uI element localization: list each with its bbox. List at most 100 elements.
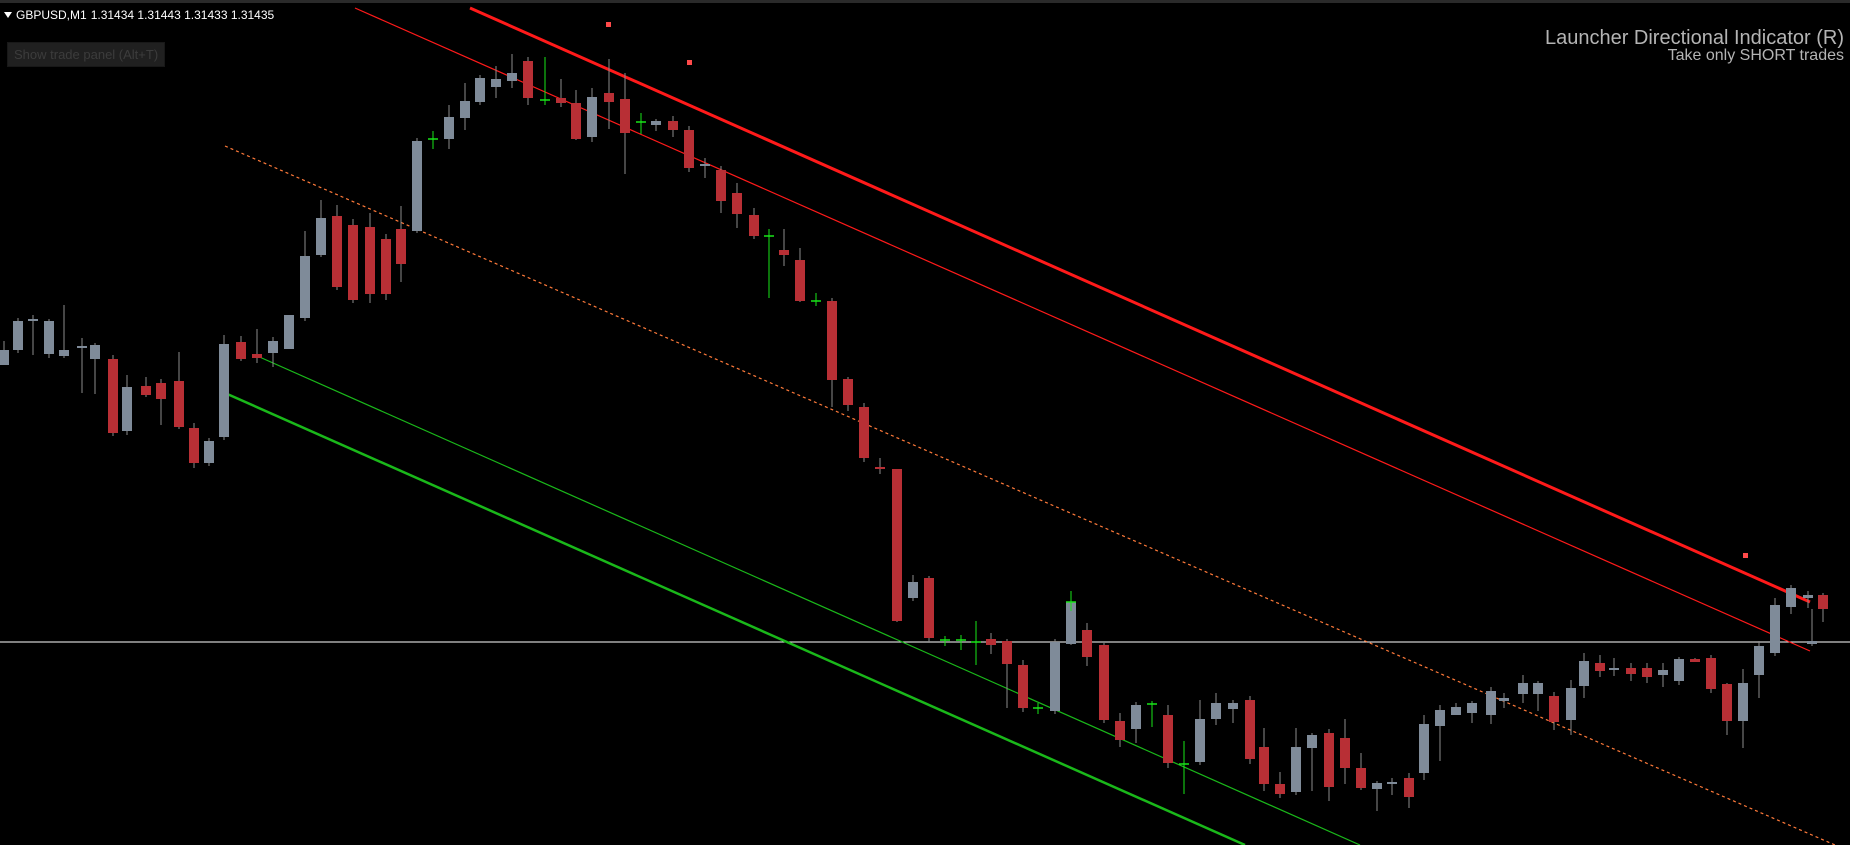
show-trade-panel-button[interactable]: Show trade panel (Alt+T)	[7, 42, 166, 67]
ohlc-prices: 1.31434 1.31443 1.31433 1.31435	[90, 8, 275, 22]
candle	[1738, 669, 1748, 748]
candle-body	[523, 61, 533, 98]
candle-body	[684, 130, 694, 168]
candle-body	[1275, 784, 1285, 794]
candle	[749, 208, 759, 239]
candle	[1754, 641, 1764, 698]
candle-body	[1050, 642, 1060, 711]
candle	[316, 200, 326, 257]
candle	[1642, 663, 1652, 683]
candle-body	[28, 319, 38, 321]
candle-body	[475, 78, 485, 102]
candle-body	[59, 350, 69, 356]
candle	[1387, 778, 1397, 795]
signal-marker	[606, 22, 611, 27]
candle	[1566, 680, 1576, 735]
candle-body	[460, 101, 470, 118]
candle	[1307, 733, 1317, 791]
candle-body	[1786, 588, 1796, 607]
candle-body	[1163, 715, 1173, 763]
candle	[1115, 713, 1125, 747]
candle	[1419, 715, 1429, 780]
candle	[122, 375, 132, 435]
candle-body	[236, 342, 246, 359]
candle	[1807, 609, 1817, 646]
candle	[892, 469, 902, 622]
candle-body	[300, 256, 310, 318]
candle-body	[1722, 684, 1732, 721]
candle	[971, 621, 981, 665]
candle	[77, 338, 87, 393]
candle-body	[316, 218, 326, 255]
candle-body	[219, 344, 229, 437]
candle-body	[507, 73, 517, 81]
candle-body	[875, 467, 885, 469]
candle-body	[1435, 710, 1445, 726]
candle	[1674, 657, 1684, 685]
price-chart[interactable]	[0, 3, 1850, 845]
candle-body	[1533, 683, 1543, 694]
candle-body	[1738, 683, 1748, 721]
candle	[44, 319, 54, 358]
candle-body	[1259, 747, 1269, 784]
candle	[1018, 660, 1028, 712]
candle-body	[859, 407, 869, 458]
candle-body	[365, 227, 375, 294]
candle	[556, 79, 566, 107]
candle-body	[1803, 595, 1813, 598]
candle-body	[587, 97, 597, 137]
candle-body	[1579, 661, 1589, 686]
candle	[1626, 663, 1636, 681]
candle	[1275, 772, 1285, 798]
candle	[1499, 693, 1509, 708]
candle-body	[1467, 703, 1477, 713]
candle	[1002, 639, 1012, 708]
candle	[1340, 719, 1350, 784]
candle	[141, 377, 151, 397]
candle	[1435, 705, 1445, 761]
candle	[1467, 701, 1477, 723]
candle-body	[1642, 668, 1652, 677]
candle	[491, 66, 501, 98]
candle-body	[284, 315, 294, 349]
candle	[1066, 591, 1076, 611]
candle-body	[620, 99, 630, 133]
candle-body	[700, 164, 710, 166]
candle	[1404, 773, 1414, 808]
candle-body	[651, 121, 661, 125]
signal-marker	[687, 60, 692, 65]
candle-body	[1419, 724, 1429, 773]
candle	[412, 138, 422, 233]
candle	[428, 131, 438, 149]
candle	[1372, 781, 1382, 811]
candle	[332, 205, 342, 290]
candle	[636, 113, 646, 134]
candle-body	[1099, 645, 1109, 720]
candle	[764, 229, 774, 298]
upper-channel-inner-line	[354, 7, 1811, 652]
candle-body	[1291, 747, 1301, 792]
candle	[1195, 700, 1205, 765]
candle	[1533, 681, 1543, 711]
candle-body	[1770, 605, 1780, 653]
candle	[668, 116, 678, 137]
candle-body	[604, 93, 614, 102]
candle-body	[412, 141, 422, 231]
candle-body	[668, 121, 678, 130]
candle-body	[1807, 641, 1817, 644]
candle	[924, 576, 934, 642]
candle-body	[986, 639, 996, 645]
candle	[1356, 753, 1366, 790]
candle-body	[924, 578, 934, 638]
candle	[507, 54, 517, 88]
candle-body	[1595, 663, 1605, 671]
candle	[396, 206, 406, 282]
candle	[1324, 729, 1334, 801]
dropdown-triangle-icon[interactable]	[4, 12, 12, 18]
candle-body	[1626, 668, 1636, 674]
candle	[1291, 728, 1301, 795]
candle-body	[827, 301, 837, 380]
candle-body	[1002, 641, 1012, 664]
candle	[1803, 591, 1813, 608]
